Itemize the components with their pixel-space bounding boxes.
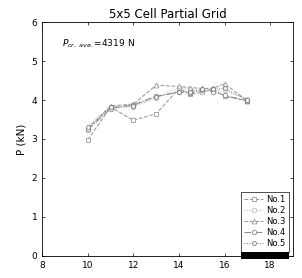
No.4 [223,94,226,97]
No.5 [86,126,90,129]
No.3 [177,85,181,88]
No.2 [188,88,192,91]
No.4 [177,91,181,94]
No.1 [177,87,181,90]
No.4 [132,103,135,106]
No.5 [177,90,181,93]
No.1 [109,105,112,109]
No.2 [154,96,158,100]
Line: No.4: No.4 [86,88,249,131]
No.5 [132,104,135,108]
No.2 [246,98,249,101]
No.3 [109,104,112,108]
No.5 [109,105,112,108]
No.5 [211,88,215,91]
No.2 [177,86,181,89]
No.1 [132,119,135,122]
No.4 [86,128,90,131]
Y-axis label: P (kN): P (kN) [16,123,26,155]
No.1 [86,138,90,142]
Title: 5x5 Cell Partial Grid: 5x5 Cell Partial Grid [109,8,226,21]
No.5 [223,87,226,90]
No.3 [223,82,226,85]
No.2 [211,89,215,92]
Line: No.3: No.3 [85,81,250,131]
No.2 [223,89,226,92]
No.1 [246,99,249,103]
No.3 [86,126,90,130]
No.3 [154,84,158,87]
Line: No.2: No.2 [86,85,249,133]
No.3 [211,87,215,90]
Text: $P_{cr,\ ave.}$=4319 N: $P_{cr,\ ave.}$=4319 N [62,38,135,50]
No.3 [132,102,135,106]
No.4 [246,99,249,103]
Line: No.5: No.5 [86,86,249,129]
No.4 [109,107,112,110]
No.5 [246,98,249,102]
No.2 [86,129,90,132]
No.4 [188,91,192,95]
No.1 [154,112,158,115]
No.2 [109,106,112,110]
No.2 [132,105,135,109]
No.3 [200,87,204,90]
No.5 [154,95,158,99]
No.2 [200,90,204,93]
No.4 [154,95,158,98]
No.1 [188,93,192,96]
No.3 [246,99,249,103]
No.4 [211,90,215,93]
No.5 [188,90,192,93]
No.5 [200,88,204,91]
No.1 [200,91,204,94]
No.3 [188,86,192,89]
No.4 [200,89,204,92]
No.1 [211,88,215,91]
Line: No.1: No.1 [86,86,249,142]
Legend: No.1, No.2, No.3, No.4, No.5: No.1, No.2, No.3, No.4, No.5 [241,192,289,252]
No.1 [223,95,226,98]
